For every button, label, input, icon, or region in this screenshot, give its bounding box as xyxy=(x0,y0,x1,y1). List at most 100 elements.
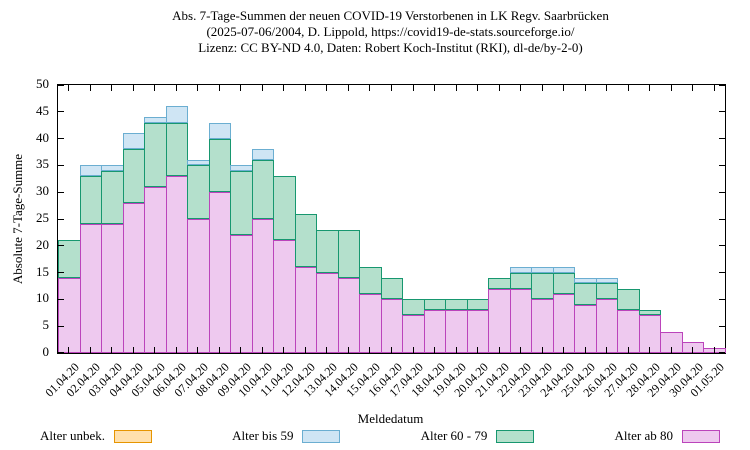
legend-label: Alter bis 59 xyxy=(232,428,294,443)
x-tick xyxy=(692,347,694,353)
legend-swatch-alter-unbek xyxy=(113,429,152,443)
bar-segment xyxy=(423,299,447,311)
legend-swatch-alter-ab-80 xyxy=(681,429,720,443)
y-tick xyxy=(58,272,64,274)
legend-entry-alter-bis-59: Alter bis 59 xyxy=(232,428,341,444)
x-tick xyxy=(412,347,414,353)
x-tick xyxy=(649,347,651,353)
x-tick xyxy=(326,85,328,91)
bar-segment xyxy=(380,277,404,300)
chart-title-line1: Abs. 7-Tage-Summen der neuen COVID-19 Ve… xyxy=(172,8,609,23)
y-tick xyxy=(719,298,725,300)
y-tick xyxy=(58,325,64,327)
y-tick-label: 10 xyxy=(36,290,49,306)
x-tick xyxy=(627,85,629,91)
chart-title-line2: (2025-07-06/2004, D. Lippold, https://co… xyxy=(206,24,575,39)
x-tick xyxy=(369,85,371,91)
bar-segment xyxy=(187,219,210,353)
x-tick xyxy=(154,347,156,353)
x-tick xyxy=(240,85,242,91)
x-tick xyxy=(498,85,500,91)
y-tick xyxy=(58,352,64,353)
bar-segment xyxy=(509,288,533,353)
legend-swatch-alter-bis-59 xyxy=(302,429,341,443)
x-tick xyxy=(541,85,543,91)
x-tick xyxy=(455,85,457,91)
x-tick xyxy=(347,85,349,91)
bar-segment xyxy=(101,224,124,353)
x-tick xyxy=(606,347,608,353)
bar-segment xyxy=(273,240,296,353)
bar-segment xyxy=(165,176,189,353)
legend-label: Alter unbek. xyxy=(40,428,105,443)
y-tick-label: 20 xyxy=(36,236,49,252)
bar-segment xyxy=(251,219,275,353)
bar-segment xyxy=(402,299,425,316)
bar-segment xyxy=(552,272,576,295)
x-tick xyxy=(670,85,672,91)
bar-segment xyxy=(552,294,576,353)
y-tick-label: 5 xyxy=(42,317,50,333)
x-tick xyxy=(477,85,479,91)
y-tick-label: 35 xyxy=(36,156,49,172)
x-tick xyxy=(563,85,565,91)
x-tick xyxy=(649,85,651,91)
x-tick xyxy=(304,347,306,353)
bar-segment xyxy=(79,176,103,225)
bar-segment xyxy=(595,277,619,284)
y-tick xyxy=(58,218,64,220)
y-tick-label: 50 xyxy=(36,76,49,91)
bar-segment xyxy=(531,299,554,353)
x-tick xyxy=(240,347,242,353)
x-tick xyxy=(391,85,392,91)
bar-segment xyxy=(380,299,404,353)
bar-segment xyxy=(208,192,232,353)
x-tick xyxy=(692,85,694,91)
y-tick xyxy=(719,352,725,353)
y-tick-label: 30 xyxy=(36,183,49,199)
bar-segment xyxy=(230,235,253,353)
bar-segment xyxy=(101,170,124,225)
bar-segment xyxy=(101,165,124,171)
y-tick-label: 0 xyxy=(42,344,50,359)
y-tick xyxy=(719,325,725,327)
x-tick xyxy=(132,347,134,353)
x-tick xyxy=(713,347,715,353)
bar-segment xyxy=(294,267,318,353)
bar-segment xyxy=(187,165,210,219)
x-tick xyxy=(584,347,586,353)
x-tick xyxy=(68,347,70,353)
bar-segment xyxy=(617,288,640,311)
bar-segment xyxy=(251,160,275,219)
y-tick xyxy=(58,138,64,140)
bar-segment xyxy=(552,267,576,273)
y-tick xyxy=(719,164,725,166)
x-tick xyxy=(563,347,565,353)
x-tick xyxy=(197,347,199,353)
bar-segment xyxy=(488,277,511,289)
x-tick xyxy=(89,347,91,353)
x-tick xyxy=(304,85,306,91)
legend-entry-alter-ab-80: Alter ab 80 xyxy=(615,428,720,444)
bar-segment xyxy=(187,160,210,166)
x-tick xyxy=(283,85,285,91)
bar-segment xyxy=(531,272,554,300)
legend-label: Alter 60 - 79 xyxy=(420,428,488,443)
bar-segment xyxy=(466,299,490,311)
x-tick xyxy=(218,85,220,91)
x-tick xyxy=(326,347,328,353)
bar-segment xyxy=(316,229,339,273)
x-tick xyxy=(434,347,436,353)
legend-entry-alter-unbek: Alter unbek. xyxy=(40,428,152,444)
bar-segment xyxy=(531,267,554,273)
bar-segment xyxy=(337,277,361,353)
bar-segment xyxy=(359,267,382,295)
x-tick xyxy=(175,347,177,353)
bar-segment xyxy=(337,229,361,278)
y-tick-label: 15 xyxy=(36,263,49,279)
y-tick xyxy=(58,85,64,86)
bar-segment xyxy=(251,149,275,161)
y-tick-label: 25 xyxy=(36,210,49,225)
x-tick xyxy=(412,85,414,91)
bar-segment xyxy=(509,267,533,273)
